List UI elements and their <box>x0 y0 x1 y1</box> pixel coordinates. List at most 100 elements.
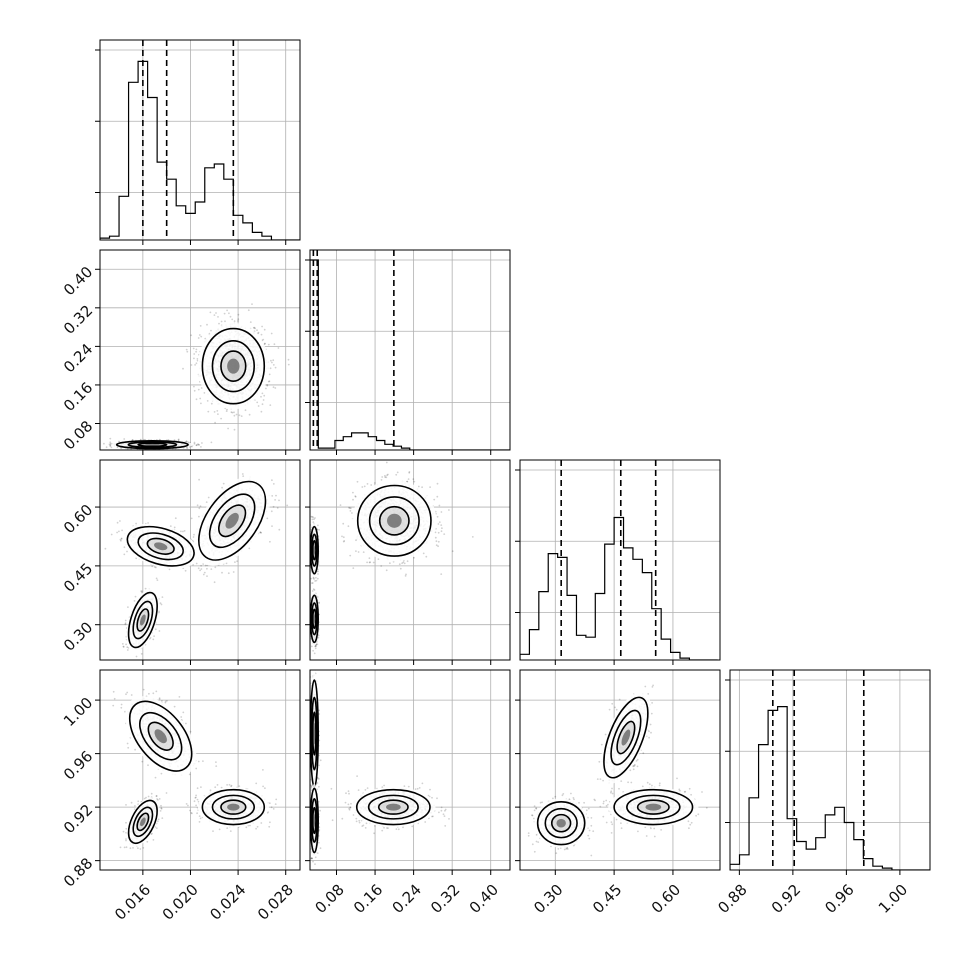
histogram-panel-3: 0.88 0.92 0.96 1.00 <box>714 669 931 917</box>
scatter-point <box>406 560 409 563</box>
scatter-point <box>275 494 277 497</box>
scatter-point <box>268 373 271 376</box>
scatter-point <box>155 577 158 580</box>
scatter-point <box>213 581 216 584</box>
scatter-point <box>193 357 195 360</box>
scatter-point <box>140 653 143 655</box>
contour-line <box>137 532 185 561</box>
scatter-point <box>277 347 280 349</box>
scatter-point <box>98 443 100 445</box>
scatter-point <box>233 320 236 323</box>
scatter-point <box>266 517 269 520</box>
scatter-point <box>110 533 113 536</box>
scatter-point <box>156 579 159 581</box>
scatter-point <box>241 473 244 475</box>
scatter-point <box>385 461 388 464</box>
scatter-point <box>199 505 202 508</box>
scatter-point <box>195 562 198 565</box>
scatter-point <box>214 421 217 424</box>
scatter-panel-0-2: 0.300.450.60 <box>60 456 301 665</box>
scatter-point <box>144 587 147 590</box>
scatter-point <box>226 408 228 411</box>
scatter-panel-0-1: 0.080.160.240.320.40 <box>60 249 301 455</box>
scatter-point <box>366 561 368 564</box>
scatter-point <box>126 649 129 651</box>
scatter-point <box>119 538 122 541</box>
scatter-point <box>203 392 206 394</box>
scatter-point <box>195 362 198 365</box>
scatter-point <box>221 571 223 574</box>
scatter-point <box>257 331 260 334</box>
scatter-point <box>193 353 196 355</box>
scatter-point <box>233 428 236 431</box>
scatter-point <box>190 517 193 520</box>
scatter-point <box>270 359 272 362</box>
scatter-point <box>185 440 188 443</box>
scatter-point <box>121 643 124 645</box>
scatter-point <box>232 571 235 573</box>
scatter-point <box>269 367 272 370</box>
scatter-point <box>104 547 107 550</box>
scatter-point <box>404 575 407 577</box>
scatter-point <box>386 474 388 477</box>
scatter-point <box>124 622 127 625</box>
scatter-point <box>429 486 431 488</box>
scatter-point <box>254 327 256 330</box>
scatter-point <box>437 523 440 525</box>
scatter-point <box>274 499 276 501</box>
scatter-point <box>193 441 196 444</box>
y-tick-label: 0.45 <box>60 560 96 596</box>
scatter-point <box>160 603 163 606</box>
scatter-point <box>217 413 219 415</box>
scatter-point <box>272 386 275 389</box>
scatter-point <box>264 342 266 345</box>
scatter-point <box>436 482 439 485</box>
scatter-point <box>267 380 270 383</box>
scatter-point <box>252 326 255 329</box>
scatter-point <box>186 350 189 353</box>
scatter-point <box>448 509 450 511</box>
scatter-point <box>368 557 371 560</box>
scatter-point <box>372 561 375 564</box>
contour-line <box>127 591 158 649</box>
scatter-point <box>120 537 123 540</box>
scatter-point <box>123 553 126 556</box>
scatter-point <box>199 397 202 400</box>
scatter-point <box>125 643 127 646</box>
scatter-point <box>200 564 203 567</box>
scatter-point <box>135 557 138 560</box>
scatter-point <box>109 443 112 446</box>
scatter-point <box>435 544 438 547</box>
scatter-point <box>197 337 200 339</box>
scatter-point <box>229 315 232 318</box>
scatter-point <box>247 309 250 312</box>
contour-line <box>126 525 195 567</box>
scatter-point <box>206 323 208 326</box>
scatter-point <box>210 441 213 444</box>
scatter-point <box>438 521 441 523</box>
scatter-point <box>190 364 193 366</box>
scatter-point <box>195 444 198 447</box>
scatter-point <box>124 619 127 622</box>
contour-line <box>211 339 256 393</box>
y-tick-label: 0.32 <box>60 301 96 337</box>
scatter-point <box>182 530 184 533</box>
scatter-point <box>237 456 239 458</box>
contour-line <box>115 440 189 450</box>
scatter-point <box>222 482 225 485</box>
scatter-point <box>269 404 272 406</box>
scatter-point <box>118 530 120 533</box>
scatter-point <box>123 546 126 549</box>
scatter-point <box>272 364 275 366</box>
scatter-point <box>342 522 345 525</box>
scatter-point <box>135 522 138 525</box>
scatter-point <box>236 560 239 563</box>
panel-frame <box>99 249 301 451</box>
scatter-point <box>218 322 220 325</box>
scatter-point <box>195 444 198 447</box>
histogram-step <box>520 516 718 660</box>
scatter-point <box>220 320 223 323</box>
contour-line <box>201 327 266 405</box>
scatter-point <box>440 530 443 533</box>
scatter-point <box>119 520 121 522</box>
